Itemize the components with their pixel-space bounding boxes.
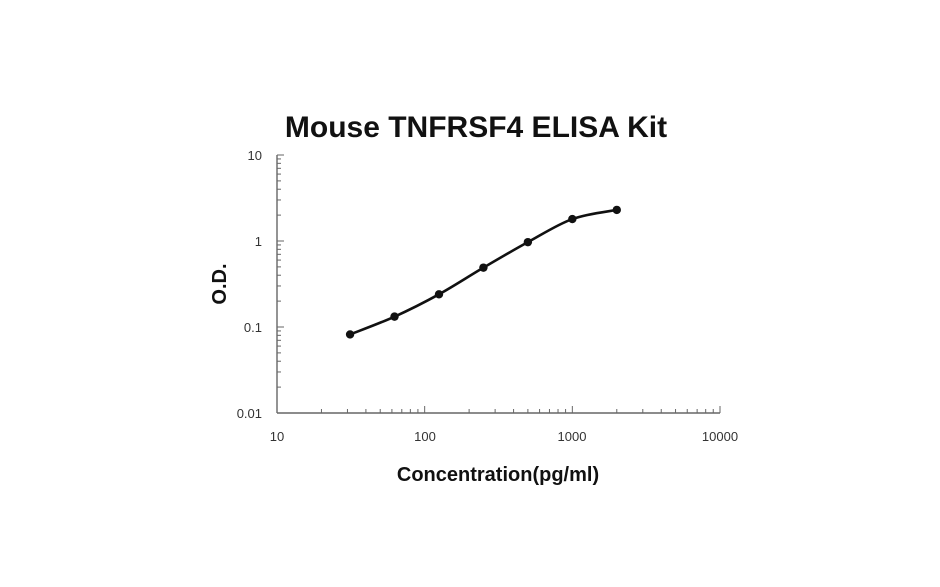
series-points (345, 205, 621, 339)
data-point-4 (479, 263, 488, 272)
data-point-1 (345, 330, 355, 339)
data-point-6 (568, 214, 577, 224)
series-curve (349, 208, 618, 336)
axis-ticks (276, 154, 721, 414)
y-axis-label: O.D. (209, 263, 231, 304)
chart-title: Mouse TNFRSF4 ELISA Kit (285, 111, 667, 144)
x-tick-label-1000: 1000 (558, 429, 587, 444)
data-point-5 (523, 237, 533, 247)
y-tick-label-1: 1 (255, 234, 262, 249)
x-tick-label-10000: 10000 (702, 429, 738, 444)
data-point-3 (434, 290, 444, 299)
data-point-7 (612, 205, 621, 215)
x-tick-label-100: 100 (414, 429, 436, 444)
y-tick-label-10: 10 (248, 148, 262, 163)
x-tick-label-10: 10 (270, 429, 284, 444)
data-point-2 (390, 312, 399, 321)
y-tick-label-0.01: 0.01 (237, 406, 262, 421)
x-axis-label: Concentration(pg/ml) (397, 464, 599, 486)
y-tick-label-0.1: 0.1 (244, 320, 262, 335)
